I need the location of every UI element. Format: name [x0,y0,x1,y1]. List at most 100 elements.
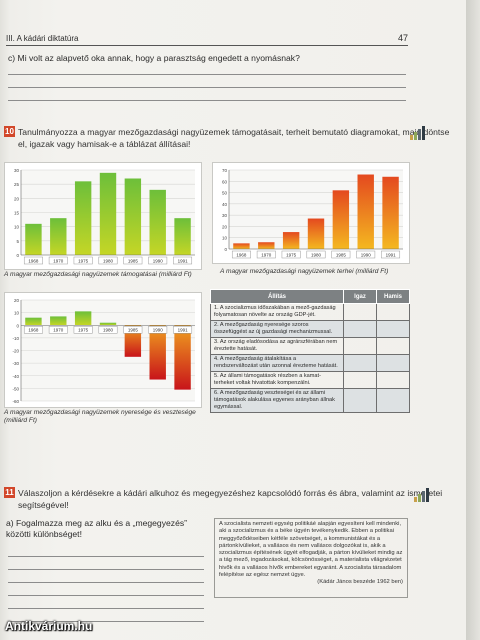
bar-1975 [74,181,92,255]
quote-source: (Kádár János beszéde 1962 ben) [317,579,403,586]
header-statement: Állítás [210,289,344,304]
false-cell[interactable] [376,388,410,413]
bar-1991 [174,325,191,390]
false-cell[interactable] [376,303,410,321]
task-10-line-1: Tanulmányozza a magyar mezőgazdasági nag… [18,127,450,137]
page-number: 47 [397,33,408,43]
x-tick-box [381,250,401,259]
bar-1968 [25,317,42,326]
true-cell[interactable] [343,388,377,413]
bar-1968 [233,243,250,249]
x-tick-box [98,326,118,334]
statement-4: 4. A mezőgazdaság átalakítása a rendszer… [210,354,344,372]
y-tick-label: -50 [12,386,19,391]
bar-1968 [25,223,42,255]
y-tick-label: 20 [14,298,20,303]
watermark: Antikvárium.hu [5,619,93,633]
caption-burdens: A magyar mezőgazdasági nagyüzemek terhei… [220,268,389,275]
y-tick-label: 20 [222,224,228,229]
bar-1975 [282,232,300,249]
x-tick-label: 1968 [28,258,39,263]
caption-profit-loss: A magyar mezőgazdasági nagyüzemek nyeres… [4,409,196,424]
x-tick-label: 1970 [53,258,64,263]
bar-1985 [332,190,350,249]
section-title: III. A kádári diktatúra [6,34,79,43]
x-tick-box [356,250,376,259]
true-cell[interactable] [343,303,377,321]
x-tick-label: 1975 [78,258,89,263]
task-11-badge: 11 [4,487,15,498]
statement-2: 2. A mezőgazdaság nyeresége szoros össze… [210,320,344,338]
y-tick-label: 40 [222,202,228,207]
answer-lines-a [8,544,204,622]
bar-1980 [307,218,325,249]
x-tick-box [173,256,193,265]
y-tick-label: 30 [14,168,20,173]
x-tick-box [148,256,168,265]
y-tick-label: 5 [16,239,19,244]
true-cell[interactable] [343,371,377,389]
table-row: 5. Az állami támogatások részben a kamat… [210,371,410,389]
bar-1980 [99,322,117,326]
true-cell[interactable] [343,337,377,355]
caption-support: A magyar mezőgazdasági nagyüzemek támoga… [4,271,192,278]
y-tick-label: -10 [12,336,19,341]
x-tick-box [231,250,251,259]
answer-lines-c [8,62,406,101]
page-header: III. A kádári diktatúra 47 [6,33,408,46]
x-tick-box [123,326,143,334]
y-tick-label: 0 [16,323,19,328]
x-tick-label: 1985 [128,258,139,263]
y-tick-label: 10 [222,236,228,241]
x-tick-box [48,326,68,334]
question-a: a) Fogalmazza meg az alku és a „megegyez… [6,518,188,539]
x-tick-label: 1991 [178,258,189,263]
y-tick-label: 15 [14,211,20,216]
y-tick-label: 25 [14,182,20,187]
chart-support: 0 5 10 15 20 25 30 1968 1970 1975 1980 1985 1990 1991 [4,162,202,270]
x-tick-box [48,256,68,265]
bar-chart-icon [414,488,430,502]
x-tick-label: 1991 [178,328,189,333]
bar-1980 [99,172,117,255]
x-tick-box [148,326,168,334]
x-tick-box [331,250,351,259]
x-tick-box [23,256,43,265]
bar-1970 [50,316,67,326]
task-10-line-2: el, igazak vagy hamisak-e a táblázat áll… [18,139,191,149]
x-tick-box [256,250,276,259]
table-row: 2. A mezőgazdaság nyeresége szoros össze… [210,320,410,338]
table-row: 4. A mezőgazdaság átalakítása a rendszer… [210,354,410,372]
false-cell[interactable] [376,371,410,389]
bar-1970 [258,242,275,249]
false-cell[interactable] [376,320,410,338]
false-cell[interactable] [376,337,410,355]
x-tick-label: 1990 [153,328,164,333]
y-tick-label: 0 [224,247,227,252]
statement-3: 3. Az ország eladósodása az agrárszféráb… [210,337,344,355]
x-tick-label: 1990 [361,252,372,257]
y-tick-label: 10 [14,225,20,230]
y-tick-label: -40 [12,374,19,379]
y-tick-label: 0 [16,253,19,258]
statement-6: 6. A mezőgazdaság veszteségei és az álla… [210,388,344,413]
table-row: 1. A szocializmus időszakában a mező-gaz… [210,303,410,321]
x-tick-box [73,256,93,265]
y-tick-label: 70 [222,168,228,173]
table-row: 6. A mezőgazdaság veszteségei és az álla… [210,388,410,413]
header-false: Hamis [376,289,410,304]
false-cell[interactable] [376,354,410,372]
true-cell[interactable] [343,354,377,372]
bar-1985 [124,178,142,255]
x-tick-label: 1980 [311,252,322,257]
x-tick-label: 1985 [336,252,347,257]
x-tick-label: 1985 [128,328,139,333]
x-tick-label: 1968 [28,328,39,333]
statement-5: 5. Az állami támogatások részben a kamat… [210,371,344,389]
x-tick-label: 1980 [103,258,114,263]
y-tick-label: -20 [12,349,19,354]
true-cell[interactable] [343,320,377,338]
task-11-text: Válaszoljon a kérdésekre a kádári alkuho… [18,487,442,511]
question-c: c) Mi volt az alapvető oka annak, hogy a… [8,53,300,63]
